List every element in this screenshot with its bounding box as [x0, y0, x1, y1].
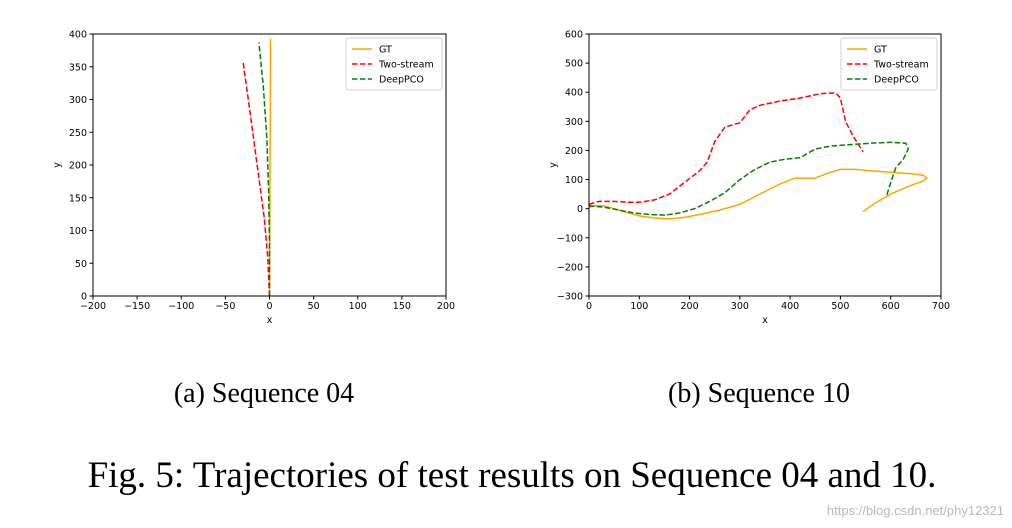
b-y-tick-label: 200 — [565, 146, 583, 157]
watermark: https://blog.csdn.net/phy12321 — [827, 503, 1004, 518]
a-legend-box — [345, 37, 443, 91]
b-y-tick-label: 600 — [565, 30, 583, 41]
b-legend-label: Two-stream — [873, 60, 929, 71]
b-legend-label: DeepPCO — [874, 75, 919, 86]
b-x-tick-label: 300 — [731, 301, 749, 312]
b-series-gt — [589, 168, 928, 220]
chart-sequence-10: 0 100 200 300 400 500 600 700 −300 −200 −100 0 100 20… — [548, 30, 950, 327]
a-x-tick-label: 100 — [349, 301, 367, 312]
a-x-tick-label: 0 — [266, 301, 272, 312]
b-y-tick-label: −100 — [557, 233, 583, 244]
b-y-tick-label: 100 — [565, 175, 583, 186]
a-y-tick-label: 350 — [69, 62, 87, 73]
b-y-tick-label: −300 — [557, 292, 583, 303]
a-y-tick-label: 0 — [81, 292, 87, 303]
figure-caption: Fig. 5: Trajectories of test results on … — [88, 455, 937, 496]
b-x-tick-label: 700 — [932, 301, 950, 312]
b-x-tick-label: 400 — [781, 301, 799, 312]
a-series-deeppco — [258, 42, 271, 296]
subcaption-a: (a) Sequence 04 — [174, 378, 354, 409]
b-series-two-stream — [589, 92, 864, 206]
a-y-tick-label: 100 — [69, 226, 87, 237]
a-x-tick-label: 150 — [393, 301, 411, 312]
b-y-tick-label: 400 — [565, 88, 583, 99]
a-x-tick-label: −50 — [215, 301, 235, 312]
b-x-tick-label: 0 — [586, 301, 592, 312]
a-y-tick-label: 250 — [69, 128, 87, 139]
a-legend-label: GT — [379, 45, 392, 56]
a-x-tick-label: 50 — [308, 301, 320, 312]
a-x-tick-label: −200 — [80, 301, 106, 312]
a-x-tick-label: −150 — [124, 301, 150, 312]
b-x-tick-label: 600 — [882, 301, 900, 312]
a-x-axis-label: x — [267, 315, 273, 326]
chart-sequence-04: −200 −150 −100 −50 0 50 100 150 200 0 50 100 150 200 2… — [52, 30, 455, 327]
a-y-tick-label: 400 — [69, 30, 87, 41]
b-y-axis-label: y — [548, 162, 559, 168]
b-y-tick-label: 500 — [565, 59, 583, 70]
a-legend-label: Two-stream — [378, 60, 434, 71]
b-x-tick-label: 100 — [630, 301, 648, 312]
b-y-tick-label: 0 — [577, 204, 583, 215]
a-series-two-stream — [242, 61, 271, 296]
a-x-tick-label: −100 — [168, 301, 194, 312]
b-y-tick-label: 300 — [565, 117, 583, 128]
a-y-tick-label: 200 — [69, 161, 87, 172]
b-plot-frame — [588, 33, 942, 297]
b-x-tick-label: 200 — [681, 301, 699, 312]
b-y-tick-label: −200 — [557, 262, 583, 273]
b-x-axis-label: x — [762, 315, 768, 326]
a-x-tick-label: 200 — [437, 301, 455, 312]
b-x-tick-label: 500 — [831, 301, 849, 312]
a-y-axis-label: y — [52, 162, 63, 168]
a-y-tick-label: 300 — [69, 95, 87, 106]
b-legend-box — [840, 37, 938, 91]
a-y-tick-label: 150 — [69, 193, 87, 204]
a-legend-label: DeepPCO — [379, 75, 424, 86]
subcaption-b: (b) Sequence 10 — [668, 378, 850, 409]
a-y-tick-label: 50 — [75, 259, 87, 270]
b-series-deeppco — [589, 141, 910, 216]
b-legend-label: GT — [874, 45, 887, 56]
a-series-gt — [268, 38, 272, 296]
